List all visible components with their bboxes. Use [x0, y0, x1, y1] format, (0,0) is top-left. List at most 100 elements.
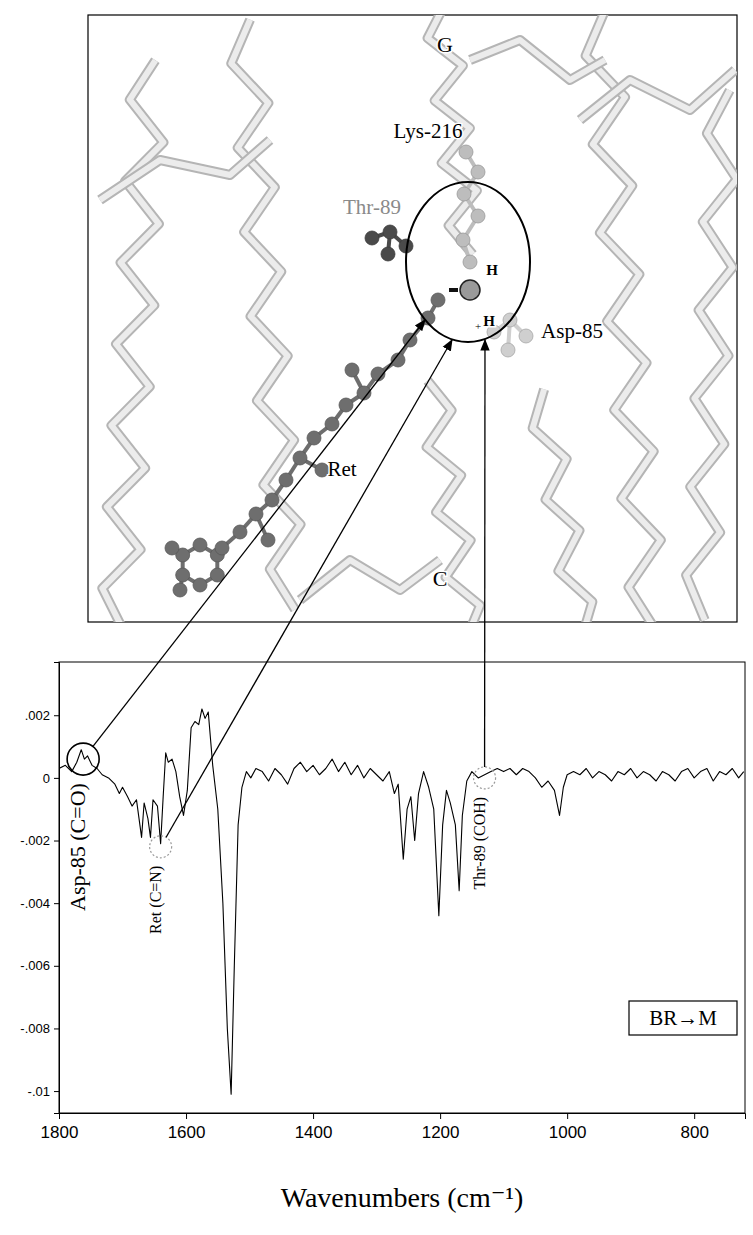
atom [456, 233, 470, 247]
atom [261, 533, 275, 547]
structure-label: H [483, 313, 495, 329]
atom [193, 578, 207, 592]
helix-outline [427, 381, 480, 622]
atom [457, 187, 471, 201]
annotation-arrow [484, 340, 486, 767]
annotation-label: Thr-89 (COH) [471, 797, 489, 890]
atom [325, 417, 339, 431]
atom [381, 247, 395, 261]
atom [233, 525, 247, 539]
spectrum-line [59, 709, 744, 1094]
structure-label: Lys-216 [394, 119, 463, 143]
title-box [629, 1001, 737, 1035]
x-tick-mark [59, 1113, 60, 1119]
spectrum-chart: .002 0 -.002 -.004 -.006 -.008 -.01 1800 1600 140… [20, 662, 745, 1213]
atom [345, 363, 359, 377]
annotation-circle [474, 767, 496, 789]
helix-outline [102, 60, 163, 622]
plot-frame [59, 662, 745, 1113]
atom [165, 541, 179, 555]
atom [215, 541, 229, 555]
hbond [449, 288, 458, 292]
highlight-ellipse [406, 182, 530, 342]
y-tick-label: -.01 [28, 1084, 50, 1099]
atom [383, 225, 397, 239]
y-tick-mark [54, 903, 59, 904]
atom [249, 507, 263, 521]
helix-tube [231, 20, 300, 610]
x-tick: 1200 [422, 1113, 460, 1142]
y-tick-mark [54, 778, 59, 779]
x-tick: 1000 [549, 1113, 587, 1142]
helix-tube [470, 40, 605, 80]
y-tick-label: .002 [25, 708, 50, 723]
y-axis: .002 0 -.002 -.004 -.006 -.008 -.01 [20, 663, 59, 1114]
x-axis-title: Wavenumbers (cm⁻¹) [281, 1182, 524, 1213]
plot-area [59, 709, 744, 1094]
y-tick-label: -.002 [20, 833, 50, 848]
figure: GLys-216Thr-89H+HAsp-85RetC.0020-.002-.0… [0, 0, 753, 1235]
y-tick-label: -.006 [20, 958, 50, 973]
helix-outline [231, 20, 300, 610]
atom [193, 538, 207, 552]
y-tick-mark [54, 966, 59, 967]
atom [501, 343, 515, 357]
x-tick: 1800 [41, 1113, 79, 1142]
panel-frame [88, 15, 737, 622]
helix-tube [300, 560, 440, 600]
structure-panel: GLys-216Thr-89H+HAsp-85RetC [88, 4, 737, 640]
structure-label: Thr-89 [343, 195, 401, 219]
helix-outline [300, 560, 440, 600]
helix-tube [533, 389, 593, 622]
x-axis: 1800 1600 1400 1200 1000 800 [41, 1113, 746, 1142]
x-tick-label: 800 [680, 1123, 708, 1142]
structure-label: H [486, 262, 498, 278]
atom [471, 165, 485, 179]
y-tick-label: 0 [43, 771, 50, 786]
helix-tube [580, 70, 735, 120]
atom [463, 255, 477, 269]
x-tick-label: 1600 [168, 1123, 206, 1142]
atom [459, 145, 473, 159]
helix-tube [686, 90, 737, 620]
structure-label: + [475, 320, 481, 332]
y-tick: 0 [43, 771, 59, 786]
x-tick-label: 1400 [295, 1123, 333, 1142]
x-tick-mark [186, 1113, 187, 1119]
y-tick: .002 [25, 708, 59, 723]
helix-outline [470, 40, 605, 80]
lysine [456, 145, 485, 269]
x-tick-mark [694, 1113, 695, 1119]
structure-label: Asp-85 [541, 319, 603, 343]
atom [307, 431, 321, 445]
atom [265, 493, 279, 507]
helix-outline [686, 90, 737, 620]
annotation-arrow [93, 320, 425, 746]
y-tick-mark [54, 841, 59, 842]
y-tick-mark [54, 1091, 59, 1092]
annotation-label: Asp-85 (C=O) [65, 783, 90, 911]
atom [339, 398, 353, 412]
y-tick: -.004 [20, 896, 59, 911]
annotations: Asp-85 (C=O) Ret (C=N) Thr-89 (COH) [65, 320, 495, 934]
helix-tube [427, 381, 480, 622]
x-tick: 1400 [295, 1113, 333, 1142]
atom [173, 583, 187, 597]
annotation-label: Ret (C=N) [147, 866, 165, 934]
y-tick: -.01 [28, 1084, 59, 1099]
water [460, 280, 480, 300]
x-axis-line [60, 1114, 746, 1120]
y-tick: -.002 [20, 833, 59, 848]
helix-tube [100, 140, 270, 200]
atom [279, 473, 293, 487]
x-tick: 800 [680, 1113, 708, 1142]
atom [176, 568, 190, 582]
x-tick-label: 1000 [549, 1123, 587, 1142]
annotation-arrow [166, 340, 452, 837]
atom [365, 231, 379, 245]
x-tick-mark [440, 1113, 441, 1119]
x-tick: 1600 [168, 1113, 206, 1142]
atom [519, 329, 533, 343]
helix-outline [580, 70, 735, 120]
y-tick: -.008 [20, 1021, 59, 1036]
